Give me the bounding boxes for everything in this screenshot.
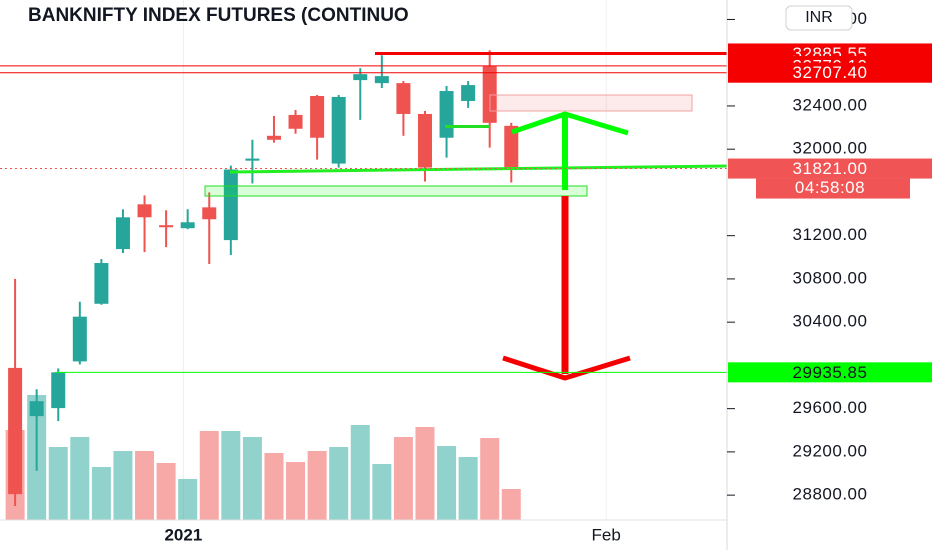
candle-body <box>245 158 260 161</box>
candle-body <box>115 217 130 250</box>
candle-body <box>310 96 325 138</box>
y-tick-label: 28800.00 <box>793 485 868 504</box>
grid-layer <box>182 0 607 520</box>
volume-bar <box>91 467 111 520</box>
volume-bar <box>286 462 306 520</box>
drawings <box>204 94 728 381</box>
volume-bar <box>135 451 155 520</box>
volume-bar <box>415 427 435 520</box>
volume-bar <box>437 446 457 520</box>
candle-body <box>461 85 476 101</box>
volume-bar <box>480 438 500 520</box>
volume-bar <box>48 447 68 520</box>
candle-body <box>396 83 411 114</box>
candle-body <box>417 113 432 168</box>
volume-layer <box>5 395 521 520</box>
candle-body <box>51 372 66 409</box>
currency-button[interactable] <box>785 5 853 31</box>
candle-body <box>137 204 152 218</box>
volume-bar <box>458 457 478 520</box>
countdown-label: 04:58:08 <box>795 178 865 197</box>
volume-bar <box>329 447 349 520</box>
candle-body <box>180 222 195 229</box>
volume-bar <box>242 437 262 520</box>
candle-layer <box>8 50 519 506</box>
candle-body <box>8 367 23 495</box>
price-label: 31821.00 <box>793 159 868 178</box>
y-tick-label: 32000.00 <box>793 139 868 158</box>
arrow-down-head <box>502 355 631 381</box>
price-label-box <box>728 158 932 179</box>
chart-title: BANKNIFTY INDEX FUTURES (CONTINUO <box>28 5 409 26</box>
y-tick-label: 30800.00 <box>793 268 868 287</box>
price-label: 29935.85 <box>793 363 868 382</box>
x-tick-label: Feb <box>592 525 621 544</box>
volume-bar <box>178 479 198 520</box>
price-label-box <box>728 62 932 83</box>
price-axis: 33200.0032400.0032000.0031200.0030800.00… <box>164 9 932 544</box>
candle-body <box>94 263 109 304</box>
zone-box <box>204 185 588 197</box>
candle-body <box>72 316 87 362</box>
candle-body <box>288 114 303 129</box>
y-tick-label: 29200.00 <box>793 441 868 460</box>
x-tick-label: 2021 <box>164 525 202 544</box>
zone-box <box>489 94 693 112</box>
price-label: 32707.40 <box>793 63 868 82</box>
candle-body <box>439 91 454 138</box>
candle-body <box>331 96 346 164</box>
price-label-box <box>728 362 932 383</box>
volume-bar <box>264 453 284 520</box>
candle-body <box>159 225 174 228</box>
candle-body <box>223 169 238 241</box>
volume-bar <box>156 463 176 520</box>
candle-body <box>29 401 44 417</box>
y-tick-label: 29600.00 <box>793 398 868 417</box>
y-tick-label: 30400.00 <box>793 312 868 331</box>
volume-bar <box>199 431 219 520</box>
candle-body <box>374 76 389 84</box>
title-clip: BANKNIFTY INDEX FUTURES (CONTINUO <box>28 5 409 26</box>
y-tick-label: 31200.00 <box>793 225 868 244</box>
currency-button-label[interactable]: INR <box>805 9 833 26</box>
candle-body <box>482 66 497 123</box>
candle-body <box>266 135 281 140</box>
countdown-box <box>756 178 910 199</box>
volume-bar <box>70 437 90 520</box>
volume-bar <box>113 451 133 520</box>
volume-bar <box>350 425 370 520</box>
volume-bar <box>221 431 241 520</box>
volume-bar <box>372 464 392 520</box>
y-tick-label: 32400.00 <box>793 95 868 114</box>
volume-bar <box>501 489 521 520</box>
candle-body <box>353 74 368 81</box>
candle-body <box>202 207 217 220</box>
price-line-layer <box>0 51 727 373</box>
candle-body <box>504 125 519 168</box>
trend-line <box>229 164 728 174</box>
volume-bar <box>393 437 413 520</box>
arrow-up-head <box>511 111 629 136</box>
volume-bar <box>307 451 327 520</box>
zone-box <box>445 125 490 128</box>
